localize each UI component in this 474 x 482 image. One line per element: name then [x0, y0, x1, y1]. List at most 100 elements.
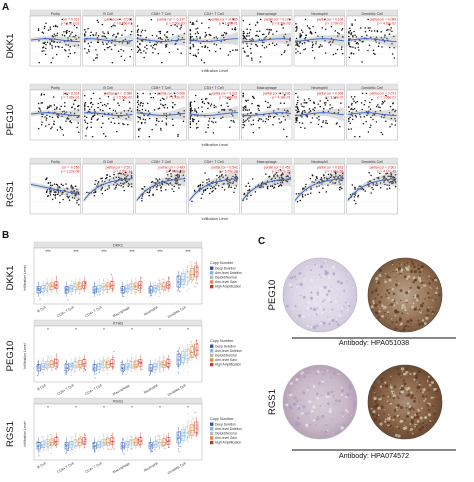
panel-label-a: A	[2, 2, 9, 13]
jitter-point	[121, 446, 124, 448]
y-axis-label: Infiltration Level	[23, 343, 27, 368]
tissue-speck	[416, 381, 418, 383]
tissue-speck	[429, 277, 432, 280]
scatter-point	[191, 117, 194, 120]
scatter-point	[212, 180, 214, 183]
tissue-speck	[301, 315, 305, 319]
scatter-point	[189, 118, 192, 120]
scatter-point	[329, 40, 331, 43]
scatter-point	[368, 172, 370, 174]
tissue-speck	[427, 408, 430, 412]
tissue-speck	[315, 424, 318, 426]
scatter-point	[120, 55, 123, 58]
scatter-point	[245, 185, 247, 187]
tissue-speck	[399, 299, 402, 301]
tissue-speck	[309, 307, 313, 310]
scatter-point	[102, 109, 104, 112]
scatter-point	[60, 183, 63, 186]
scatter-point	[148, 135, 151, 138]
jitter-point	[104, 280, 106, 282]
tissue-speck	[345, 409, 348, 412]
scatter-point	[209, 105, 212, 107]
scatter-point	[65, 120, 67, 122]
scatter-point	[208, 49, 211, 52]
scatter-point	[66, 195, 68, 198]
cell-stat: p = 3.19e-02	[325, 96, 344, 100]
scatter-point	[235, 180, 238, 182]
cell-stat: p = 2.60e-03	[166, 22, 185, 26]
scatter-point	[71, 31, 73, 34]
tissue-speck	[407, 411, 410, 415]
scatter-point	[195, 122, 198, 125]
tissue-speck	[392, 418, 395, 421]
scatter-point	[179, 170, 182, 172]
scatter-point	[144, 46, 146, 48]
scatter-point	[38, 107, 40, 109]
scatter-point	[374, 53, 376, 55]
jitter-point	[80, 435, 82, 437]
legend-swatch	[210, 284, 214, 289]
scatter-point	[144, 122, 146, 124]
scatter-point	[128, 183, 131, 186]
tissue-speck	[371, 413, 375, 416]
scatter-point	[116, 130, 118, 133]
scatter-point	[156, 180, 159, 183]
scatter-point	[137, 28, 140, 31]
scatter-point	[165, 189, 167, 191]
scatter-point	[222, 34, 225, 36]
scatter-point	[51, 126, 53, 128]
jitter-point	[46, 355, 48, 357]
scatter-point	[46, 114, 48, 116]
scatter-point	[189, 111, 192, 114]
tissue-speck	[396, 323, 398, 326]
scatter-point	[386, 37, 388, 40]
scatter-point	[242, 121, 244, 124]
jitter-point	[130, 370, 132, 372]
scatter-point	[95, 34, 97, 36]
jitter-point	[181, 272, 183, 274]
scatter-point	[270, 20, 273, 23]
jitter-point	[55, 444, 57, 447]
tissue-speck	[320, 419, 322, 421]
scatter-point	[108, 179, 111, 181]
tissue-speck	[316, 279, 319, 281]
jitter-point	[131, 448, 134, 450]
scatter-point	[77, 191, 80, 194]
scatter-point	[211, 120, 213, 123]
scatter-point	[76, 126, 78, 129]
jitter-point	[123, 453, 125, 455]
scatter-point	[242, 92, 244, 95]
significance-mark: *	[75, 405, 77, 410]
scatter-point	[144, 119, 147, 121]
scatter-point	[352, 53, 355, 55]
tissue-speck	[396, 266, 398, 268]
scatter-point	[266, 186, 269, 188]
scatter-point	[253, 97, 255, 100]
jitter-point	[158, 279, 160, 282]
scatter-point	[341, 52, 344, 55]
scatter-point	[272, 187, 275, 189]
scatter-point	[223, 31, 226, 34]
scatter-point	[210, 103, 213, 105]
scatter-point	[258, 118, 261, 120]
scatter-point	[129, 18, 132, 21]
jitter-point	[158, 288, 160, 290]
scatter-point	[263, 33, 265, 35]
scatter-point	[140, 31, 143, 33]
scatter-point	[338, 33, 340, 35]
tissue-speck	[299, 282, 303, 286]
scatter-point	[315, 41, 317, 43]
tissue-speck	[398, 416, 401, 418]
scatter-point	[106, 173, 108, 176]
scatter-point	[393, 57, 395, 59]
tissue-speck	[374, 392, 377, 395]
jitter-point	[106, 361, 108, 363]
tissue-speck	[295, 399, 299, 403]
scatter-point	[213, 43, 216, 45]
tissue-speck	[352, 286, 355, 289]
scatter-point	[246, 109, 249, 111]
scatter-point	[215, 50, 217, 53]
scatter-point	[112, 35, 114, 37]
scatter-point	[201, 45, 203, 48]
